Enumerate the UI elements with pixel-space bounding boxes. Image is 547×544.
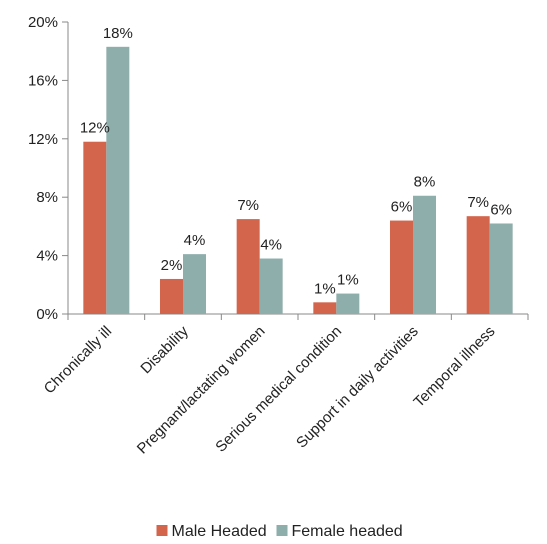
- bar-male: [83, 141, 107, 314]
- bar-male: [390, 220, 413, 314]
- y-tick-label: 16%: [28, 72, 58, 89]
- data-label: 8%: [414, 174, 436, 191]
- legend: Male Headed Female headed: [156, 523, 403, 540]
- y-tick-label: 8%: [36, 189, 58, 206]
- bar-female: [183, 254, 206, 314]
- y-tick-label: 4%: [36, 248, 58, 265]
- bar-female: [489, 223, 513, 314]
- category-label: Pregnant/lactating women: [134, 323, 269, 458]
- category-label: Disability: [137, 322, 192, 377]
- legend-swatch: [276, 525, 288, 536]
- data-label: 2%: [161, 257, 183, 274]
- bars: [83, 46, 513, 314]
- data-label: 1%: [337, 272, 359, 289]
- bar-female: [413, 195, 436, 314]
- data-label: 12%: [80, 120, 110, 137]
- bar-female: [106, 46, 130, 314]
- bar-male: [160, 278, 183, 314]
- y-tick-label: 20%: [28, 14, 58, 31]
- category-label: Support in daily activities: [293, 323, 422, 452]
- bar-male: [313, 302, 337, 314]
- category-label: Chronically ill: [41, 323, 116, 398]
- data-label: 7%: [237, 197, 259, 214]
- data-label: 6%: [391, 199, 413, 216]
- data-label: 18%: [103, 25, 133, 42]
- data-label: 1%: [314, 280, 336, 297]
- y-tick-label: 0%: [36, 306, 58, 323]
- data-labels: 12%18%2%4%7%4%1%1%6%8%7% 6%: [80, 25, 512, 298]
- bar-female: [336, 293, 360, 314]
- data-label: 6%: [490, 201, 512, 218]
- legend-label: Female headed: [292, 523, 403, 540]
- legend-label: Male Headed: [172, 523, 267, 540]
- y-tick-label: 12%: [28, 131, 58, 148]
- bar-female: [259, 258, 283, 314]
- category-label: Temporal illness: [410, 323, 498, 411]
- data-label: 4%: [184, 232, 206, 249]
- category-label: Serious medical condition: [212, 323, 345, 456]
- bar-male: [466, 216, 490, 314]
- legend-swatch: [156, 525, 168, 536]
- data-label: 4%: [260, 237, 282, 254]
- bar-male: [236, 219, 260, 314]
- data-label: 7%: [467, 194, 489, 211]
